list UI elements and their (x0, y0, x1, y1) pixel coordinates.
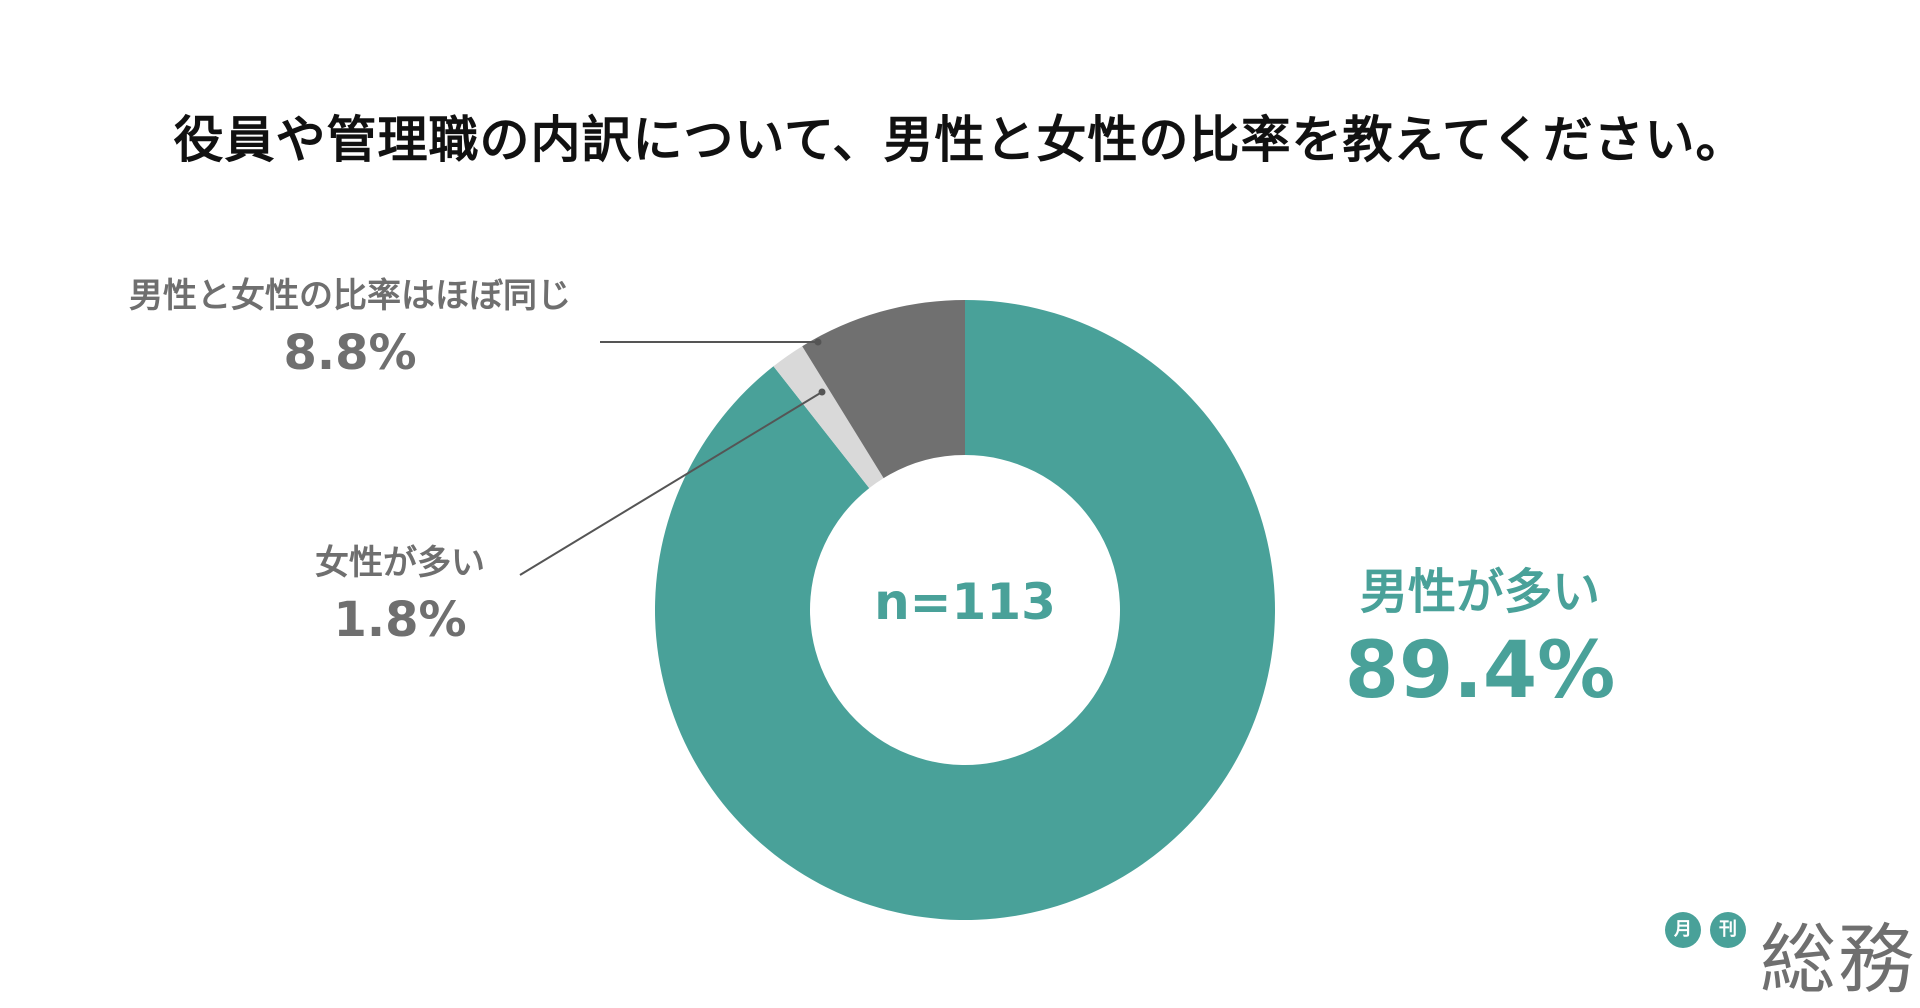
slice-value-male: 89.4% (1344, 626, 1616, 716)
slice-equal (802, 300, 965, 479)
slice-name-female: 女性が多い (315, 543, 485, 583)
leader-line-female (519, 391, 823, 576)
slice-value-female: 1.8% (333, 592, 467, 648)
slice-name-equal: 男性と女性の比率はほぼ同じ (129, 276, 571, 316)
slice-label-female: 女性が多い 1.8% (250, 535, 550, 648)
slice-label-equal: 男性と女性の比率はほぼ同じ 8.8% (100, 268, 600, 381)
sample-size-label: n=113 (874, 573, 1056, 631)
logo-badge-month: 月 (1665, 912, 1701, 948)
slice-name-male: 男性が多い (1359, 564, 1600, 620)
slice-label-male: 男性が多い 89.4% (1330, 552, 1630, 716)
leader-dot-female (818, 388, 826, 396)
slice-value-equal: 8.8% (283, 325, 417, 381)
slice-female (773, 346, 884, 489)
slice-male (655, 300, 1275, 921)
chart-title: 役員や管理職の内訳について、男性と女性の比率を教えてください。 (173, 111, 1747, 169)
leader-dot-equal (814, 338, 822, 346)
logo-wordmark: 総務 (1760, 915, 1916, 1004)
logo-badge-publication: 刊 (1710, 912, 1746, 948)
